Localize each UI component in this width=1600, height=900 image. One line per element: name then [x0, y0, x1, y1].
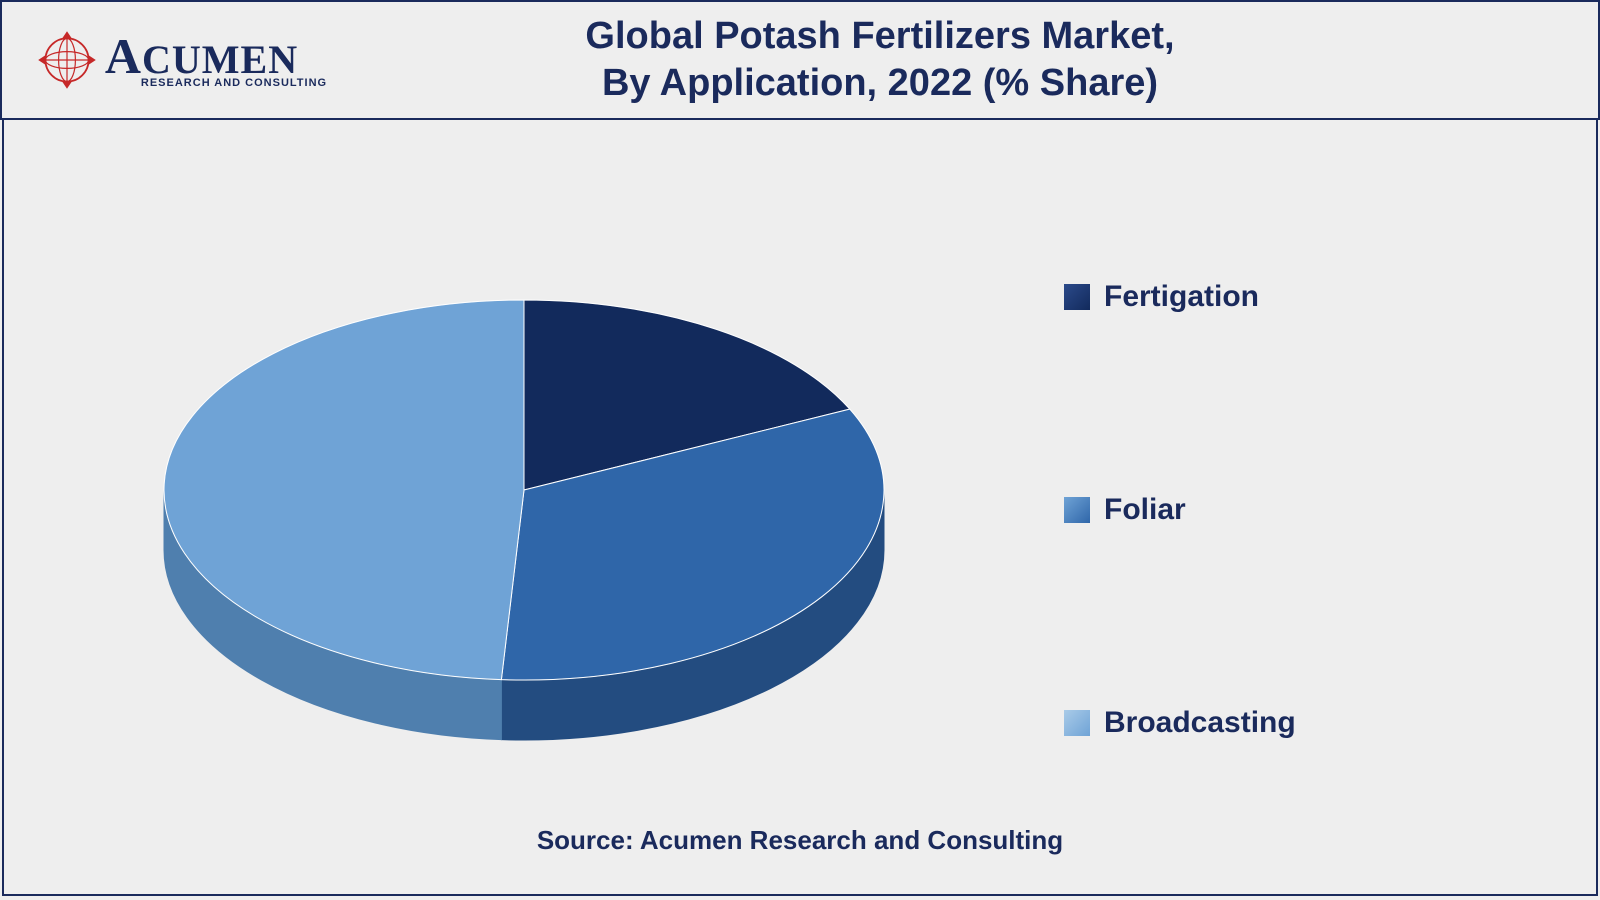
logo-tagline: RESEARCH AND CONSULTING: [141, 77, 327, 89]
legend-label: Broadcasting: [1104, 706, 1296, 740]
chart-container: ACUMEN RESEARCH AND CONSULTING Global Po…: [0, 0, 1600, 900]
legend-swatch-icon: [1064, 497, 1090, 523]
logo-name: ACUMEN: [105, 31, 327, 81]
legend-swatch-icon: [1064, 710, 1090, 736]
brand-logo: ACUMEN RESEARCH AND CONSULTING: [2, 2, 342, 118]
pie-chart: [144, 250, 904, 770]
globe-icon: [37, 30, 97, 90]
chart-title: Global Potash Fertilizers Market, By App…: [342, 13, 1598, 108]
legend-item-foliar: Foliar: [1064, 493, 1296, 527]
legend-label: Fertigation: [1104, 280, 1259, 314]
logo-text: ACUMEN RESEARCH AND CONSULTING: [105, 31, 327, 89]
legend-swatch-icon: [1064, 284, 1090, 310]
legend-item-fertigation: Fertigation: [1064, 280, 1296, 314]
header-bar: ACUMEN RESEARCH AND CONSULTING Global Po…: [0, 0, 1600, 120]
legend-label: Foliar: [1104, 493, 1186, 527]
chart-area: Fertigation Foliar Broadcasting Source: …: [2, 120, 1598, 896]
legend: Fertigation Foliar Broadcasting: [1064, 250, 1296, 770]
legend-item-broadcasting: Broadcasting: [1064, 706, 1296, 740]
title-line-2: By Application, 2022 (% Share): [342, 60, 1418, 108]
title-line-1: Global Potash Fertilizers Market,: [342, 13, 1418, 61]
source-attribution: Source: Acumen Research and Consulting: [4, 825, 1596, 856]
